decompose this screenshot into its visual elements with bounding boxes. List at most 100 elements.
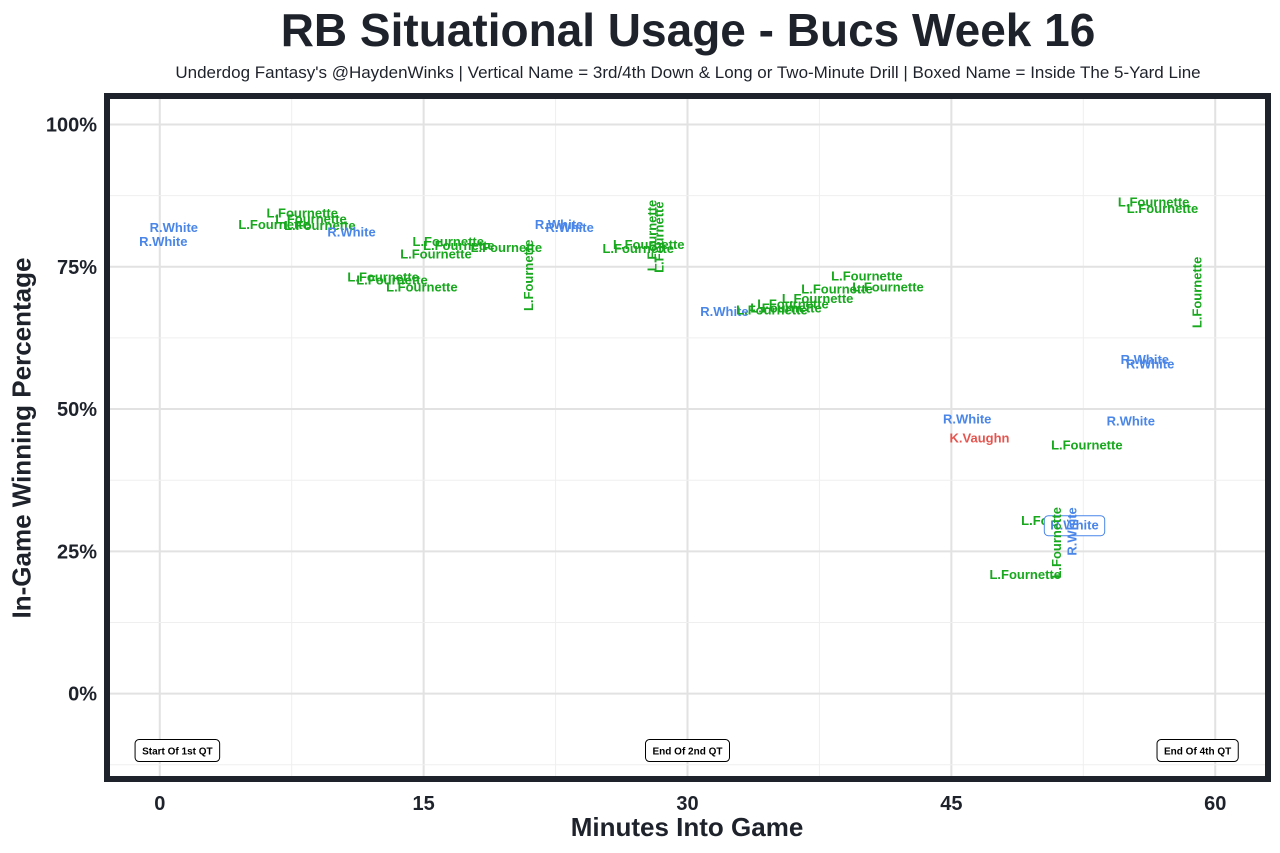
data-point-label: R.White [1126,357,1174,372]
data-point: L.Fournette [644,200,659,272]
data-point: L.Fournette [1190,257,1205,329]
y-tick-label: 75% [57,257,97,279]
data-point: L.Fournette [852,280,924,295]
quarter-marker-label: End Of 4th QT [1164,747,1231,758]
data-point-label: L.Fournette [801,281,873,296]
data-point: R.White [150,220,198,235]
data-point-label: R.White [139,234,187,249]
data-point: L.Fournette [347,269,419,284]
quarter-marker-box [1156,739,1239,763]
data-point-label: L.Fournette [1118,194,1190,209]
data-point-label: L.Fournette [386,280,458,295]
data-point: L.Fournette [782,291,854,306]
grid-lines [107,96,1268,779]
data-point: K.Vaughn [950,431,1010,446]
data-point: L.Fournette [757,297,829,312]
data-point: R.White [1121,352,1169,367]
quarter-marker: End Of 4th QT [1156,739,1239,763]
data-point-label: R.White [150,220,198,235]
data-point: L.Fournette [1118,194,1190,209]
data-point-label: L.Fournette [400,247,472,262]
quarter-marker-box [134,739,221,763]
data-point-label: L.Fournette [750,301,822,316]
quarter-marker: End Of 2nd QT [645,739,730,763]
data-point: L.Fournette [275,211,347,226]
data-point: L.Fournette [831,268,903,283]
data-point-label: R.White [1065,507,1080,555]
data-point-label: R.White [327,224,375,239]
y-tick-label: 0% [68,684,97,706]
x-tick-label: 30 [676,793,698,815]
data-point: R.White [1065,507,1080,555]
y-tick-label: 100% [46,114,97,136]
data-point-label: L.Fournette [1127,201,1199,216]
data-point: L.Fournette [413,234,485,249]
data-point: L.Fournette [400,247,472,262]
x-tick-label: 45 [940,793,962,815]
data-point: L.Fournette [521,240,536,312]
x-tick-label: 0 [154,793,165,815]
x-tick-label: 60 [1204,793,1226,815]
data-point-label: L.Fournette [356,272,428,287]
data-point: L.Fournette [613,237,685,252]
data-point: L.Fournette [423,238,495,253]
data-point-label: L.Fournette [284,218,356,233]
data-point: L.Fournette [602,241,674,256]
data-point-label: L.Fournette [423,238,495,253]
data-point: R.White [139,234,187,249]
data-point-label: R.White [943,412,991,427]
quarter-markers: Start Of 1st QT End Of 2nd QT End Of 4th Q… [134,739,1239,763]
quarter-marker-box [645,739,730,763]
data-point-label: L.Fournette [347,269,419,284]
data-point: R.White [545,220,593,235]
x-axis-label: Minutes Into Game [570,812,804,842]
data-point: L.Fournette [471,240,543,255]
plot-border [104,93,1271,782]
data-point: R.White [535,217,583,232]
data-point: L.Fournette [284,218,356,233]
data-point: L.Fournette [238,217,310,232]
data-point-label: R.White [535,217,583,232]
data-point-label: L.Fournette [275,211,347,226]
quarter-marker: Start Of 1st QT [134,739,221,763]
data-point-label: L.Fournette [1190,257,1205,329]
data-point-label: L.Fournette [602,241,674,256]
data-point-label: L.Fournette [782,291,854,306]
data-point: L.Fournette [801,281,873,296]
quarter-marker-label: Start Of 1st QT [142,747,213,758]
data-point: L.Fournette [1049,507,1064,579]
data-point-label: K.Vaughn [950,431,1010,446]
data-point-label: L.Fournette [757,297,829,312]
data-point-box [1043,515,1106,537]
data-point-label: R.White [700,304,748,319]
data-point: L.Fournette [356,272,428,287]
data-point-label: L.Fournette [521,240,536,312]
data-point-label: L.Fournette [852,280,924,295]
data-point-label: L.Fournette [613,237,685,252]
y-tick-label: 25% [57,541,97,563]
x-tick-label: 15 [413,793,435,815]
data-point: L.Fournette [1127,201,1199,216]
data-point-label: L.Fournette [1051,437,1123,452]
data-point: L.Fournette [386,280,458,295]
data-point: L.Fournette [736,302,808,317]
data-points: R.WhiteR.WhiteL.FournetteL.FournetteL.Fo… [139,194,1205,582]
data-point: R.White [1107,413,1155,428]
data-point: L.Fournette [750,301,822,316]
data-point-label: L.Fournette [736,302,808,317]
data-point: L.Fournette [1051,437,1123,452]
data-point-label: L.Fournette [238,217,310,232]
data-point: L.Fournette [651,201,666,272]
data-point-label: L.Fournette [831,268,903,283]
data-point: R.White [1043,515,1106,537]
data-point: R.White [327,224,375,239]
data-point-label: L.Fournette [267,206,339,221]
data-point-label: R.White [1107,413,1155,428]
axis-ticks: 0 15 30 45 60 0% 25% 50% 75% 100% [46,114,1227,815]
data-point-label: L.Fournette [413,234,485,249]
data-point-label: L.Fournette [644,200,659,272]
data-point-label: L.Fournette [989,567,1061,582]
chart-title: RB Situational Usage - Bucs Week 16 [280,4,1096,56]
data-point: R.White [700,304,748,319]
